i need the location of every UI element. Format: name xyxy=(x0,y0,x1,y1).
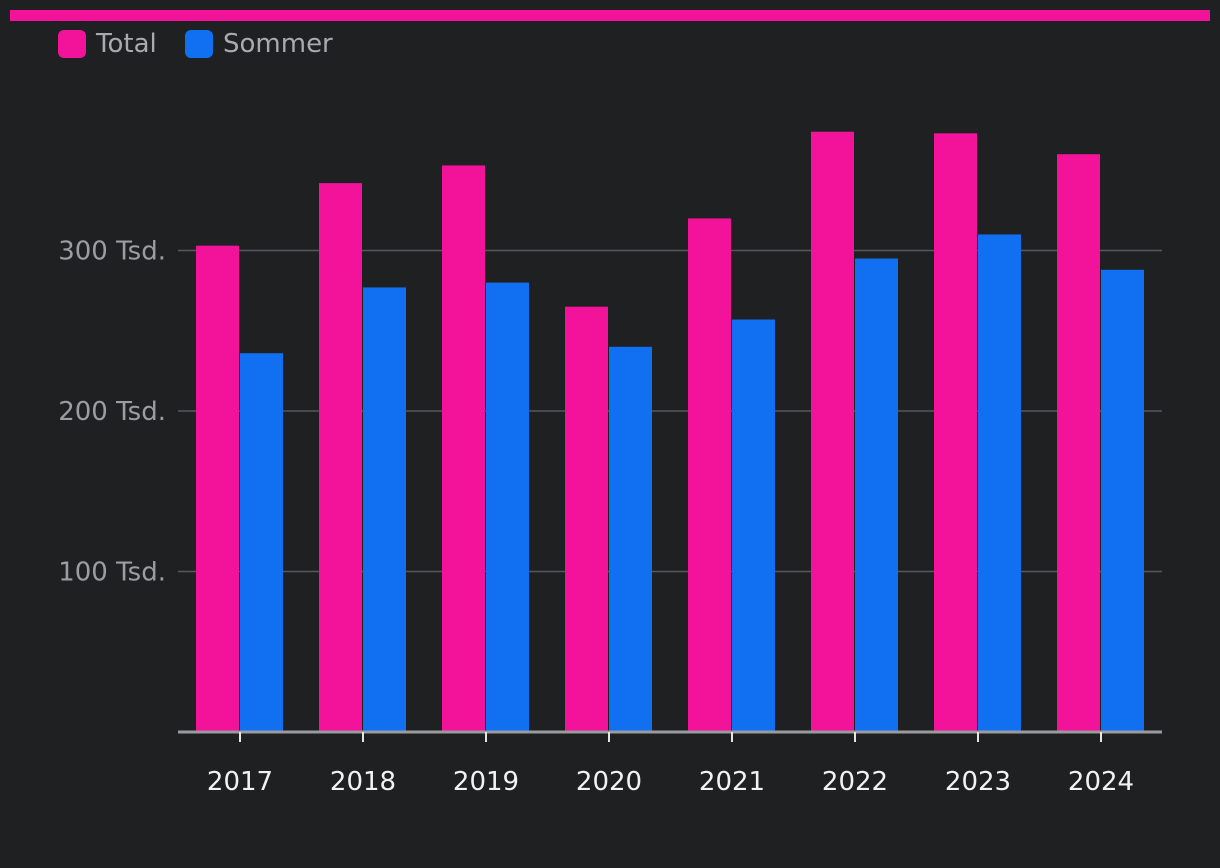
bar-total-2019[interactable] xyxy=(442,165,485,732)
legend-item-sommer[interactable]: Sommer xyxy=(185,29,333,59)
x-tick-label: 2018 xyxy=(330,767,396,797)
x-tick-label: 2017 xyxy=(207,767,273,797)
bar-sommer-2017[interactable] xyxy=(240,353,283,732)
x-tick-label: 2019 xyxy=(453,767,519,797)
x-tick-label: 2024 xyxy=(1068,767,1134,797)
x-tick-label: 2022 xyxy=(822,767,888,797)
bar-total-2021[interactable] xyxy=(688,218,731,732)
bar-total-2024[interactable] xyxy=(1057,154,1100,732)
top-accent-bar xyxy=(10,10,1210,21)
bar-total-2018[interactable] xyxy=(319,183,362,733)
bar-sommer-2023[interactable] xyxy=(978,234,1021,732)
x-tick-label: 2023 xyxy=(945,767,1011,797)
legend-swatch xyxy=(58,30,86,58)
x-tick-label: 2021 xyxy=(699,767,765,797)
legend-swatch xyxy=(185,30,213,58)
y-tick-label: 300 Tsd. xyxy=(58,237,166,267)
bar-sommer-2018[interactable] xyxy=(363,287,406,732)
y-tick-label: 100 Tsd. xyxy=(58,558,166,588)
x-tick-label: 2020 xyxy=(576,767,642,797)
legend-label: Sommer xyxy=(223,29,333,59)
bar-sommer-2022[interactable] xyxy=(855,258,898,732)
legend-label: Total xyxy=(95,29,157,59)
bar-total-2017[interactable] xyxy=(196,245,239,732)
legend: Total Sommer xyxy=(58,29,333,59)
bar-sommer-2024[interactable] xyxy=(1101,269,1144,732)
bar-total-2020[interactable] xyxy=(565,306,608,732)
bar-sommer-2020[interactable] xyxy=(609,346,652,732)
bar-sommer-2021[interactable] xyxy=(732,319,775,732)
y-tick-label: 200 Tsd. xyxy=(58,397,166,427)
bar-sommer-2019[interactable] xyxy=(486,282,529,732)
legend-item-total[interactable]: Total xyxy=(58,29,157,59)
bar-total-2023[interactable] xyxy=(934,133,977,732)
bar-total-2022[interactable] xyxy=(811,131,854,733)
